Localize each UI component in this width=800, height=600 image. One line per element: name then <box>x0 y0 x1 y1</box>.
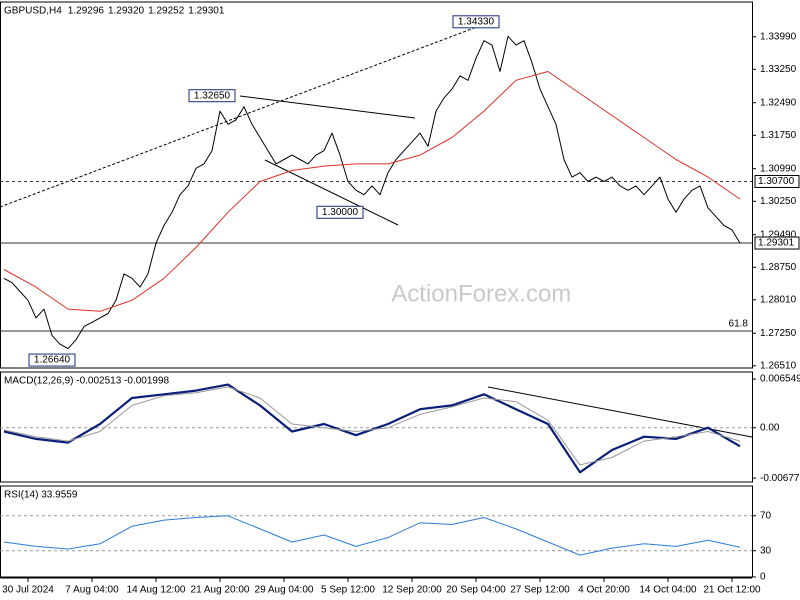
x-tick-label: 21 Aug 20:00 <box>191 585 250 596</box>
x-tick-label: 21 Oct 12:00 <box>703 585 761 596</box>
panel-title: RSI(14) 33.9559 <box>4 490 78 501</box>
annotation-box <box>316 205 364 219</box>
annotation-label: 1.30000 <box>322 207 359 218</box>
y-tick-label: 1.30250 <box>760 196 797 207</box>
panel-border <box>0 371 753 483</box>
panel-title: GBPUSD,H4 <box>4 6 62 17</box>
y-tick-label: -0.006778 <box>760 473 800 484</box>
y-tick-label: 30 <box>760 545 772 556</box>
header-value: 1.29320 <box>108 6 145 17</box>
x-tick-label: 5 Sep 12:00 <box>321 585 375 596</box>
y-tick-label: 0 <box>760 572 766 583</box>
annotation-box <box>452 15 500 29</box>
level-label: 1.29301 <box>758 238 795 249</box>
series-line <box>3 386 741 466</box>
annotation-label: 1.32650 <box>194 90 231 101</box>
y-tick-label: 1.28750 <box>760 262 797 273</box>
y-tick-label: 1.33990 <box>760 31 797 42</box>
y-tick-label: 70 <box>760 510 772 521</box>
level-label: 61.8 <box>729 319 749 330</box>
trend-line <box>0 21 491 208</box>
x-tick-label: 14 Aug 12:00 <box>127 585 186 596</box>
level-box <box>754 174 800 188</box>
x-tick-label: 4 Oct 20:00 <box>578 585 630 596</box>
trend-line <box>239 95 416 119</box>
y-tick-label: 1.29490 <box>760 229 797 240</box>
x-tick-label: 27 Sep 12:00 <box>510 585 570 596</box>
y-tick-label: 0.00 <box>760 422 780 433</box>
series-line <box>3 71 741 312</box>
header-value: 1.29252 <box>148 6 185 17</box>
y-tick-label: 1.28010 <box>760 294 797 305</box>
panel-border <box>0 1 753 369</box>
x-tick-label: 12 Sep 20:00 <box>382 585 442 596</box>
level-box <box>754 236 800 250</box>
series-line <box>3 515 741 556</box>
x-tick-label: 30 Jul 2024 <box>2 585 54 596</box>
x-tick-label: 20 Sep 04:00 <box>446 585 506 596</box>
y-tick-label: 1.32490 <box>760 97 797 108</box>
watermark: ActionForex.com <box>391 280 571 307</box>
panel-border <box>0 485 753 578</box>
y-tick-label: 1.27250 <box>760 328 797 339</box>
y-tick-label: 1.31750 <box>760 130 797 141</box>
y-tick-label: 1.33250 <box>760 64 797 75</box>
x-tick-label: 7 Aug 04:00 <box>65 585 119 596</box>
panel-title: MACD(12,26,9) -0.002513 -0.001998 <box>4 376 170 387</box>
annotation-label: 1.34330 <box>458 16 495 27</box>
y-tick-label: 1.30990 <box>760 163 797 174</box>
annotation-box <box>28 353 76 367</box>
header-value: 1.29301 <box>188 6 225 17</box>
series-line <box>3 35 741 350</box>
x-tick-label: 29 Aug 04:00 <box>255 585 314 596</box>
x-tick-label: 14 Oct 04:00 <box>639 585 697 596</box>
level-label: 1.30700 <box>758 176 795 187</box>
annotation-label: 1.26640 <box>34 355 71 366</box>
y-tick-label: 1.26510 <box>760 360 797 371</box>
y-tick-label: 0.006549 <box>760 374 800 385</box>
trend-line <box>264 159 399 226</box>
annotation-box <box>188 89 236 103</box>
header-value: 1.29296 <box>68 6 105 17</box>
